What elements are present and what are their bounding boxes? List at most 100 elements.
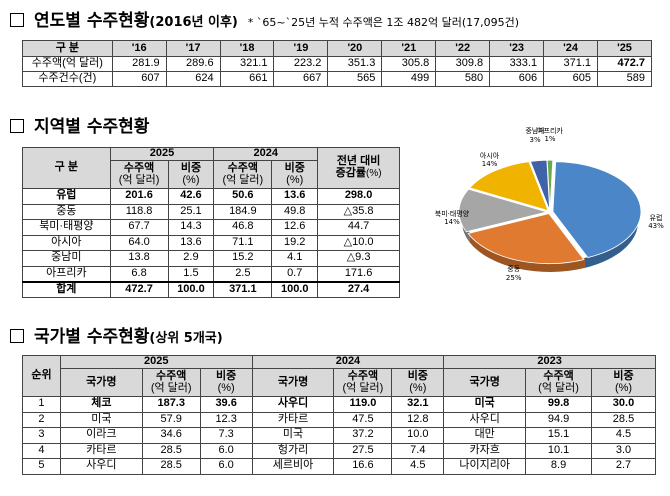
row-label: 수주건수(건) [22, 71, 113, 87]
country-name-header: 국가명 [443, 368, 527, 397]
pie-slice [458, 188, 549, 233]
country-cell-s23: 30.0 [591, 396, 656, 413]
amount-label: 수주액 [123, 161, 155, 174]
section-title: 국가별 수주현황 [34, 327, 150, 347]
yearly-value: 607 [111, 71, 167, 87]
yearly-value: 371.1 [543, 56, 599, 72]
country-cell-a23: 99.8 [525, 396, 592, 413]
year-header: '21 [381, 40, 437, 57]
year-header: '24 [543, 40, 599, 57]
year-header: '16 [111, 40, 167, 57]
total-cell-s2024: 100.0 [271, 281, 319, 298]
region-cell-a2025: 118.8 [109, 203, 169, 220]
country-cell-c25: 사우디 [59, 458, 143, 475]
country-cell-a23: 94.9 [525, 411, 592, 428]
country-cell-c25: 체코 [59, 396, 143, 413]
country-cell-rank: 3 [22, 427, 61, 444]
rank-header: 순위 [22, 355, 61, 397]
checkbox-square-icon [10, 119, 24, 133]
share-unit: (%) [286, 173, 304, 186]
country-cell-s23: 2.7 [591, 458, 656, 475]
amount-unit: (억 달러) [538, 381, 579, 394]
region-cell-region: 북미·태평양 [22, 219, 111, 236]
country-cell-a24: 119.0 [333, 396, 393, 413]
country-cell-s25: 7.3 [199, 427, 253, 444]
country-cell-a24: 27.5 [333, 442, 393, 459]
pie-label-pct: 14% [444, 218, 460, 227]
pie-label-name: 북미·태평양 [434, 210, 470, 218]
region-row: 아시아 64.0 13.6 71.1 19.2 △10.0 [22, 234, 400, 251]
country-cell-a25: 187.3 [141, 396, 201, 413]
region-cell-s2024: 0.7 [271, 265, 319, 282]
country-row: 5 사우디 28.5 6.0 세르비아 16.6 4.5 나이지리아 8.9 2.7 [22, 458, 656, 475]
country-row: 1 체코 187.3 39.6 사우디 119.0 32.1 미국 99.8 30.0 [22, 396, 656, 413]
amount-unit: (억 달러) [222, 173, 264, 186]
country-cell-s24: 32.1 [391, 396, 445, 413]
yearly-value: 499 [381, 71, 437, 87]
country-cell-c24: 세르비아 [251, 458, 335, 475]
yearly-value: 667 [273, 71, 329, 87]
year-header: '18 [219, 40, 275, 57]
region-cell-region: 아프리카 [22, 265, 111, 282]
region-cell-a2025: 67.7 [109, 219, 169, 236]
yearly-row: 수주액(억 달러) 281.9 289.6 321.1 223.2 351.3 305.8 3… [22, 56, 652, 72]
region-cell-a2024: 46.8 [213, 219, 273, 236]
yearly-value: 309.8 [435, 56, 491, 72]
share-header: 비중 (%) [391, 368, 445, 397]
year-2025-header: 2025 [109, 147, 215, 161]
country-cell-c25: 카타르 [59, 442, 143, 459]
year-header: '20 [327, 40, 383, 57]
yearly-value: 605 [543, 71, 599, 87]
country-cell-c24: 미국 [251, 427, 335, 444]
pie-label-pct: 1% [544, 134, 556, 143]
share-label: 비중 [216, 369, 237, 382]
region-cell-change: △35.8 [317, 203, 400, 220]
country-row: 4 카타르 28.5 6.0 헝가리 27.5 7.4 카자흐 10.1 3.0 [22, 442, 656, 459]
yearly-value: 580 [435, 71, 491, 87]
yearly-value: 351.3 [327, 56, 383, 72]
yearly-header-row: 구 분 '16'17'18'19'20'21'22'23'24'25 [22, 40, 652, 57]
country-name-header: 국가명 [251, 368, 335, 397]
share-header: 비중 (%) [271, 160, 319, 189]
region-cell-change: 44.7 [317, 219, 400, 236]
country-cell-c23: 미국 [443, 396, 527, 413]
country-cell-a23: 15.1 [525, 427, 592, 444]
region-cell-change: △9.3 [317, 250, 400, 267]
region-cell-s2025: 13.6 [167, 234, 215, 251]
share-label: 비중 [407, 369, 428, 382]
region-cell-region: 유럽 [22, 188, 111, 205]
region-cell-a2025: 6.8 [109, 265, 169, 282]
checkbox-square-icon [10, 329, 24, 343]
region-cell-region: 아시아 [22, 234, 111, 251]
country-cell-s24: 7.4 [391, 442, 445, 459]
amount-header: 수주액 (억 달러) [141, 368, 201, 397]
share-label: 비중 [284, 161, 305, 174]
country-name-header: 국가명 [59, 368, 143, 397]
country-cell-a25: 34.6 [141, 427, 201, 444]
country-cell-c25: 미국 [59, 411, 143, 428]
section-subtitle: (상위 5개국) [149, 331, 223, 346]
pie-slice [469, 161, 549, 212]
country-cell-c23: 대만 [443, 427, 527, 444]
region-cell-a2025: 64.0 [109, 234, 169, 251]
share-unit: (%) [217, 381, 235, 394]
pie-chart-svg [458, 159, 642, 272]
share-header: 비중 (%) [591, 368, 656, 397]
country-cell-s25: 39.6 [199, 396, 253, 413]
pie-slice [529, 159, 551, 211]
section-yearly-heading: 연도별 수주현황 (2016년 이후) * `65~`25년 누적 수주액은 1… [10, 6, 519, 31]
change-header-line2: 증감률(%) [318, 167, 399, 180]
row-label: 수주액(억 달러) [22, 56, 113, 72]
yearly-row: 수주건수(건) 607 624 661 667 565 499 580 606 605 589 [22, 71, 652, 87]
share-label: 비중 [180, 161, 202, 174]
country-cell-a23: 8.9 [525, 458, 592, 475]
country-cell-s25: 6.0 [199, 458, 253, 475]
pie-label-pct: 25% [505, 273, 522, 282]
share-unit: (%) [614, 381, 633, 394]
country-cell-rank: 4 [22, 442, 61, 459]
section-region-heading: 지역별 수주현황 [10, 112, 149, 137]
pie-label-pct: 43% [648, 222, 664, 231]
region-cell-s2025: 25.1 [167, 203, 215, 220]
amount-header: 수주액 (억 달러) [109, 160, 169, 189]
country-cell-a23: 10.1 [525, 442, 592, 459]
